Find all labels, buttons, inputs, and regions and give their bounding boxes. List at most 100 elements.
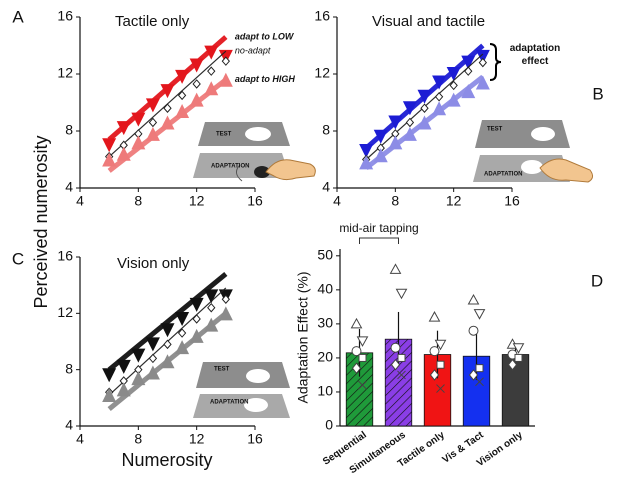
marker bbox=[420, 103, 429, 113]
panel-letter: D bbox=[591, 271, 603, 290]
test-stimulus bbox=[531, 127, 555, 141]
y-tick-label: 12 bbox=[314, 65, 330, 81]
marker bbox=[145, 337, 160, 352]
marker bbox=[160, 354, 175, 369]
adaptation-stimulus bbox=[521, 160, 543, 174]
marker bbox=[464, 66, 473, 76]
marker bbox=[116, 121, 131, 136]
marker bbox=[221, 56, 230, 66]
marker bbox=[189, 328, 204, 343]
panel-letter: C bbox=[12, 249, 24, 268]
marker bbox=[402, 101, 417, 116]
x-tick-label: 8 bbox=[391, 193, 399, 209]
marker bbox=[189, 92, 204, 107]
x-tick-label: 4 bbox=[333, 193, 341, 209]
point bbox=[436, 360, 445, 369]
marker bbox=[175, 69, 190, 84]
y-tick-label: 4 bbox=[65, 179, 73, 195]
x-tick-label: 8 bbox=[134, 431, 142, 447]
point bbox=[512, 343, 525, 354]
marker bbox=[218, 306, 233, 321]
marker bbox=[207, 302, 216, 313]
inset-label: TEST bbox=[214, 367, 230, 373]
panel-title: Vision only bbox=[117, 255, 190, 272]
point bbox=[390, 358, 401, 371]
legend-label: adapt to LOW bbox=[235, 31, 295, 41]
y-axis-label: Perceived numerosity bbox=[31, 135, 51, 308]
adaptation-plate bbox=[193, 394, 290, 418]
marker bbox=[402, 126, 417, 141]
bracket bbox=[359, 237, 399, 244]
test-plate bbox=[198, 122, 290, 146]
y-tick-label: 40 bbox=[317, 281, 333, 297]
marker bbox=[160, 84, 175, 99]
inset-label: ADAPTATION bbox=[211, 164, 249, 170]
marker bbox=[175, 340, 190, 355]
marker bbox=[131, 112, 146, 127]
marker bbox=[204, 289, 219, 304]
marker bbox=[359, 143, 374, 158]
marker bbox=[177, 328, 187, 338]
panel-letter: B bbox=[592, 84, 603, 103]
marker bbox=[359, 155, 374, 170]
marker bbox=[116, 359, 131, 374]
adaptation-stimulus bbox=[254, 166, 270, 178]
legend-label: no-adapt bbox=[235, 46, 271, 56]
y-tick-label: 0 bbox=[325, 417, 333, 433]
marker bbox=[102, 152, 117, 167]
point bbox=[475, 377, 484, 387]
x-tick-label: 4 bbox=[76, 193, 84, 209]
marker bbox=[475, 75, 490, 90]
brace bbox=[489, 43, 502, 81]
point bbox=[429, 369, 440, 381]
test-stimulus bbox=[246, 369, 270, 383]
marker bbox=[221, 294, 230, 305]
marker bbox=[148, 353, 158, 364]
x-tick-label: 4 bbox=[76, 431, 84, 447]
annotation: mid-air tapping bbox=[339, 221, 418, 235]
point bbox=[389, 263, 402, 274]
point bbox=[475, 364, 484, 373]
marker bbox=[102, 368, 117, 383]
y-tick-label: 16 bbox=[57, 8, 73, 24]
point bbox=[467, 294, 480, 305]
marker bbox=[373, 129, 388, 144]
y-tick-label: 20 bbox=[317, 349, 333, 365]
bar bbox=[423, 354, 452, 427]
point bbox=[350, 317, 363, 329]
x-tick-label: 12 bbox=[189, 193, 205, 209]
marker bbox=[446, 92, 461, 107]
marker bbox=[175, 104, 190, 119]
marker bbox=[160, 115, 175, 130]
marker bbox=[175, 311, 190, 326]
y-tick-label: 4 bbox=[322, 179, 330, 195]
marker bbox=[461, 84, 476, 99]
inset-label: TEST bbox=[487, 127, 503, 133]
y-tick-label: 4 bbox=[65, 417, 73, 433]
point bbox=[436, 384, 445, 393]
x-tick-label: 16 bbox=[247, 193, 263, 209]
test-stimulus bbox=[245, 127, 271, 141]
arrow bbox=[236, 164, 243, 182]
marker bbox=[116, 382, 131, 397]
point bbox=[395, 288, 408, 300]
point bbox=[468, 325, 479, 336]
marker bbox=[204, 45, 219, 60]
marker bbox=[204, 317, 219, 332]
point bbox=[397, 353, 406, 362]
panel-title: Tactile only bbox=[115, 13, 190, 30]
panel-letter: A bbox=[12, 7, 24, 26]
marker bbox=[204, 81, 219, 96]
y-tick-label: 8 bbox=[65, 360, 73, 376]
x-tick-label: 16 bbox=[247, 431, 263, 447]
point bbox=[351, 362, 362, 374]
marker bbox=[131, 371, 146, 386]
point bbox=[507, 358, 518, 371]
test-plate bbox=[475, 120, 570, 148]
marker bbox=[449, 80, 458, 91]
y-axis-label: Adaptation Effect (%) bbox=[295, 271, 311, 403]
inset-illustration bbox=[193, 362, 290, 418]
y-tick-label: 12 bbox=[57, 304, 73, 320]
point bbox=[356, 336, 369, 347]
